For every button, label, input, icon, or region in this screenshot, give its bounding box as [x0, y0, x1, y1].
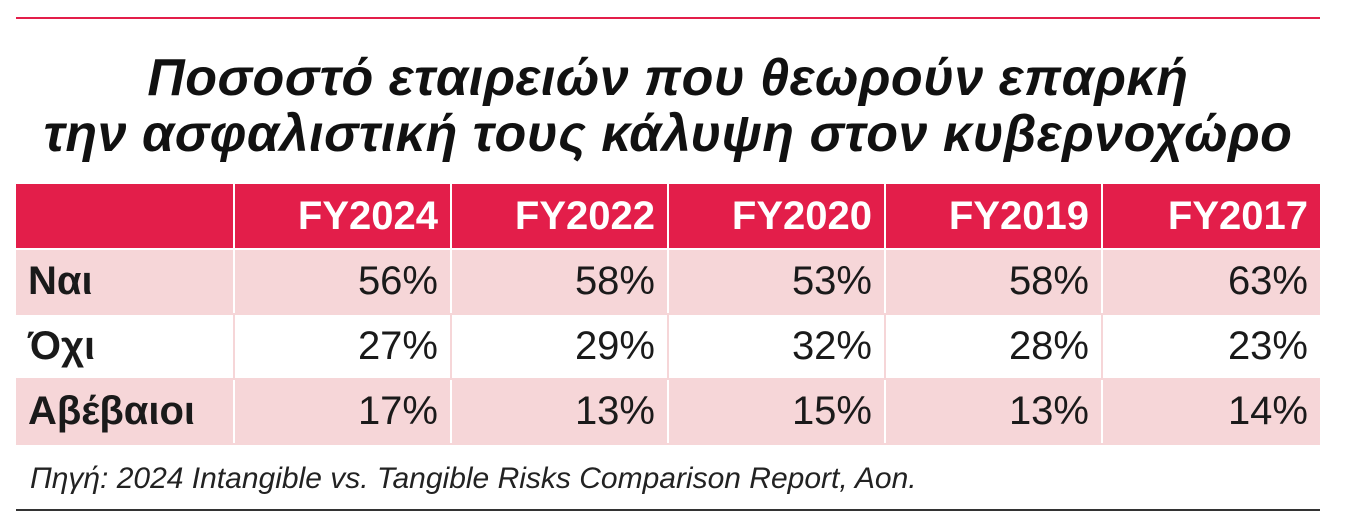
- row-label: Όχι: [16, 314, 235, 380]
- data-table: FY2024 FY2022 FY2020 FY2019 FY2017 Ναι 5…: [16, 184, 1320, 445]
- table-cell: 27%: [234, 314, 452, 380]
- table-cell: 17%: [234, 379, 452, 445]
- table-cell: 15%: [668, 379, 886, 445]
- column-header: FY2024: [234, 184, 452, 250]
- column-header: FY2020: [668, 184, 886, 250]
- table-cell: 63%: [1102, 249, 1320, 315]
- table-cell: 53%: [668, 249, 886, 315]
- source-note: Πηγή: 2024 Intangible vs. Tangible Risks…: [30, 462, 917, 495]
- table-cell: 32%: [668, 314, 886, 380]
- chart-title: Ποσοστό εταιρειών που θεωρούν επαρκή την…: [16, 50, 1320, 162]
- column-header: FY2022: [451, 184, 669, 250]
- column-header: FY2017: [1102, 184, 1320, 250]
- header-corner: [16, 184, 235, 250]
- bottom-rule: [16, 509, 1320, 511]
- column-header: FY2019: [885, 184, 1103, 250]
- table-cell: 13%: [885, 379, 1103, 445]
- title-line-2: την ασφαλιστική τους κάλυψη στον κυβερνο…: [43, 105, 1293, 163]
- table-row: Αβέβαιοι 17% 13% 15% 13% 14%: [16, 379, 1320, 445]
- table-cell: 58%: [451, 249, 669, 315]
- row-label: Αβέβαιοι: [16, 379, 235, 445]
- table-row: Ναι 56% 58% 53% 58% 63%: [16, 249, 1320, 315]
- table-cell: 29%: [451, 314, 669, 380]
- table-cell: 28%: [885, 314, 1103, 380]
- top-rule: [16, 17, 1320, 19]
- table-cell: 23%: [1102, 314, 1320, 380]
- title-line-1: Ποσοστό εταιρειών που θεωρούν επαρκή: [147, 49, 1189, 107]
- header-row: FY2024 FY2022 FY2020 FY2019 FY2017: [16, 184, 1320, 250]
- table-cell: 56%: [234, 249, 452, 315]
- table-row: Όχι 27% 29% 32% 28% 23%: [16, 314, 1320, 380]
- table-cell: 13%: [451, 379, 669, 445]
- table-cell: 14%: [1102, 379, 1320, 445]
- row-label: Ναι: [16, 249, 235, 315]
- table-cell: 58%: [885, 249, 1103, 315]
